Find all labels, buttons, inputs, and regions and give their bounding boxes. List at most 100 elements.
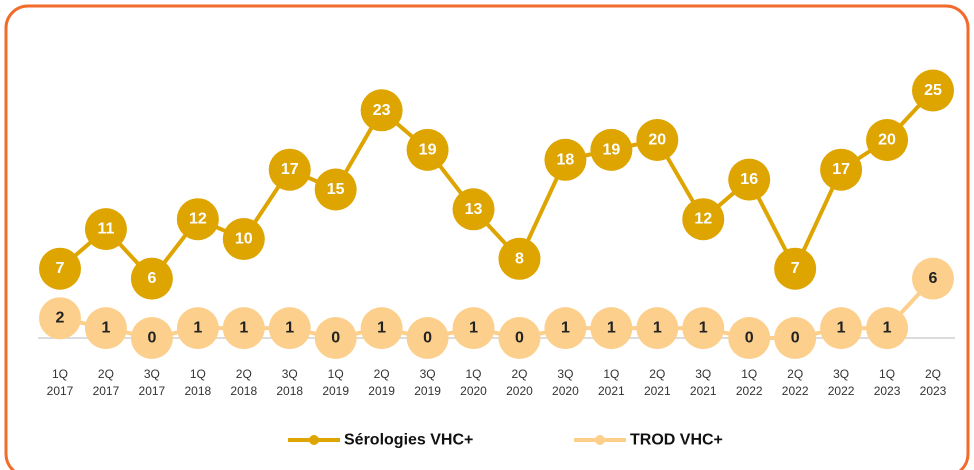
point (452, 307, 495, 350)
x-tick-label: 3Q 2018 (276, 367, 304, 398)
point (314, 168, 357, 211)
data-label: 19 (419, 141, 437, 158)
frame (4, 4, 970, 470)
point (39, 247, 81, 290)
x-tick-label: 1Q 2018 (184, 367, 212, 398)
data-label: 0 (745, 330, 754, 347)
data-label: 2 (56, 310, 65, 327)
point (636, 119, 679, 161)
point (176, 198, 219, 241)
data-label: 6 (147, 270, 156, 287)
point (222, 218, 265, 260)
point (39, 297, 81, 340)
data-label: 15 (327, 181, 345, 198)
data-label: 7 (791, 260, 800, 277)
point (268, 148, 311, 191)
point (774, 247, 817, 290)
data-label: 1 (239, 320, 248, 337)
data-label: 0 (331, 330, 340, 347)
x-tick-label: 2Q 2023 (919, 367, 947, 398)
x-tick-label: 2Q 2022 (781, 367, 809, 398)
x-tick-label: 1Q 2017 (46, 367, 74, 398)
point (728, 158, 771, 201)
data-label: 0 (791, 330, 800, 347)
data-label: 6 (929, 270, 938, 287)
data-label: 1 (193, 320, 202, 337)
x-tick-label: 1Q 2023 (873, 367, 901, 398)
data-label: 1 (607, 320, 616, 337)
x-tick-label: 1Q 2021 (598, 367, 625, 398)
data-label: 17 (832, 161, 850, 178)
point (406, 128, 449, 171)
data-label: 1 (653, 320, 662, 337)
point (452, 188, 495, 231)
point (820, 148, 863, 191)
point (682, 307, 725, 350)
data-label: 19 (602, 141, 620, 158)
data-label: 17 (281, 161, 299, 178)
data-label: 1 (101, 320, 110, 337)
data-label: 13 (465, 201, 483, 218)
data-label: 0 (147, 330, 156, 347)
data-label: 7 (56, 260, 65, 277)
point (774, 317, 817, 359)
data-label: 0 (423, 330, 432, 347)
data-label: 1 (469, 320, 478, 337)
data-label: 11 (97, 221, 114, 238)
x-tick-label: 2Q 2019 (368, 367, 395, 398)
x-tick-label: 3Q 2020 (552, 367, 579, 398)
point (498, 237, 541, 280)
data-label: 1 (837, 320, 846, 337)
point (268, 307, 311, 350)
point (912, 257, 954, 300)
data-label: 1 (285, 320, 294, 337)
data-label: 0 (515, 330, 524, 347)
point (682, 198, 725, 241)
point (130, 257, 173, 300)
point (866, 119, 909, 161)
legend-label: Sérologies VHC+ (344, 432, 473, 449)
point (820, 307, 863, 350)
x-tick-label: 2Q 2020 (506, 367, 533, 398)
data-label: 1 (377, 320, 386, 337)
point (130, 317, 173, 359)
data-label: 23 (373, 102, 391, 119)
point (636, 307, 679, 350)
point (360, 307, 403, 350)
point (866, 307, 909, 350)
point (728, 317, 771, 359)
data-label: 20 (648, 132, 666, 149)
x-tick-label: 1Q 2022 (735, 367, 763, 398)
legend-marker (595, 435, 605, 445)
point (544, 307, 587, 350)
data-label: 20 (878, 132, 896, 149)
x-tick-label: 2Q 2021 (643, 367, 671, 398)
x-tick-label: 3Q 2019 (414, 367, 441, 398)
data-label: 25 (924, 82, 942, 99)
x-tick-label: 2Q 2017 (92, 367, 120, 398)
data-label: 1 (561, 320, 570, 337)
point (912, 69, 954, 112)
data-label: 12 (694, 211, 712, 228)
point (360, 89, 403, 132)
point (222, 307, 265, 350)
legend-label: TROD VHC+ (630, 432, 723, 449)
point (590, 128, 633, 171)
point (176, 307, 219, 350)
point (314, 317, 357, 359)
data-label: 10 (235, 231, 253, 248)
data-label: 8 (515, 250, 524, 267)
point (590, 307, 633, 350)
x-tick-label: 2Q 2018 (230, 367, 258, 398)
data-label: 1 (883, 320, 892, 337)
legend-marker (309, 435, 319, 445)
data-label: 1 (699, 320, 708, 337)
x-tick-label: 3Q 2021 (689, 367, 717, 398)
x-tick-label: 1Q 2019 (322, 367, 350, 398)
point (498, 317, 541, 359)
x-tick-label: 3Q 2022 (827, 367, 855, 398)
point (84, 307, 127, 350)
x-tick-label: 3Q 2017 (138, 367, 166, 398)
data-label: 12 (189, 211, 207, 228)
